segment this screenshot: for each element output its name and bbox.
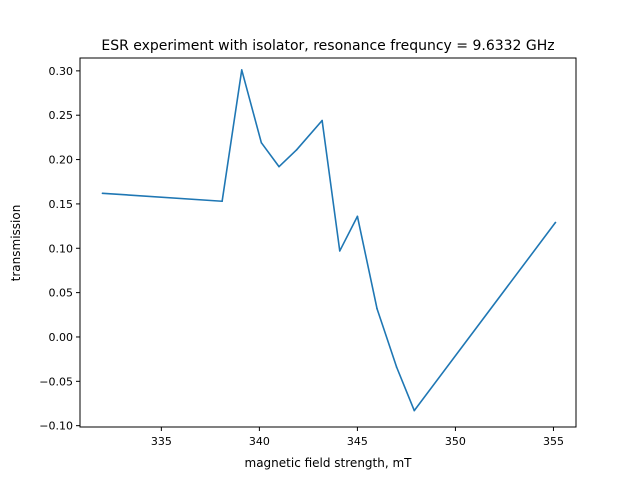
data-point: [376, 307, 378, 310]
chart-title: ESR experiment with isolator, resonance …: [101, 38, 554, 54]
data-point: [260, 141, 263, 144]
y-tick-label: 0.15: [49, 198, 74, 211]
x-tick-label: 355: [543, 435, 564, 448]
data-point: [101, 192, 104, 195]
y-axis-ticks: −0.10 −0.05 0.00 0.05 0.10 0.15 0.20 0.25 0.30: [39, 65, 80, 433]
x-tick-label: 335: [151, 435, 172, 448]
data-point: [321, 119, 323, 122]
data-point: [395, 366, 398, 368]
y-tick-label: 0.30: [49, 65, 74, 78]
y-tick-label: −0.05: [39, 375, 73, 388]
y-tick-label: 0.20: [49, 154, 74, 167]
y-tick-label: 0.05: [49, 287, 74, 300]
data-point: [295, 149, 298, 151]
y-tick-label: −0.10: [39, 420, 73, 433]
x-tick-label: 350: [445, 435, 466, 448]
x-tick-label: 345: [347, 435, 368, 448]
data-point: [338, 250, 341, 252]
plot-area-frame: [79, 57, 577, 428]
data-point: [554, 221, 557, 224]
data-point: [221, 200, 223, 203]
y-tick-label: 0.25: [49, 109, 74, 122]
y-tick-label: 0.00: [49, 331, 74, 344]
x-tick-label: 340: [249, 435, 270, 448]
series-layer: [101, 69, 557, 412]
y-axis-label: transmission: [9, 205, 23, 282]
y-tick-label: 0.10: [49, 242, 74, 255]
x-axis-ticks: 335 340 345 350 355: [151, 427, 564, 448]
data-point: [356, 215, 359, 218]
data-point: [413, 409, 416, 412]
x-axis-label: magnetic field strength, mT: [245, 456, 413, 470]
data-point: [240, 69, 243, 71]
data-point: [278, 165, 280, 168]
